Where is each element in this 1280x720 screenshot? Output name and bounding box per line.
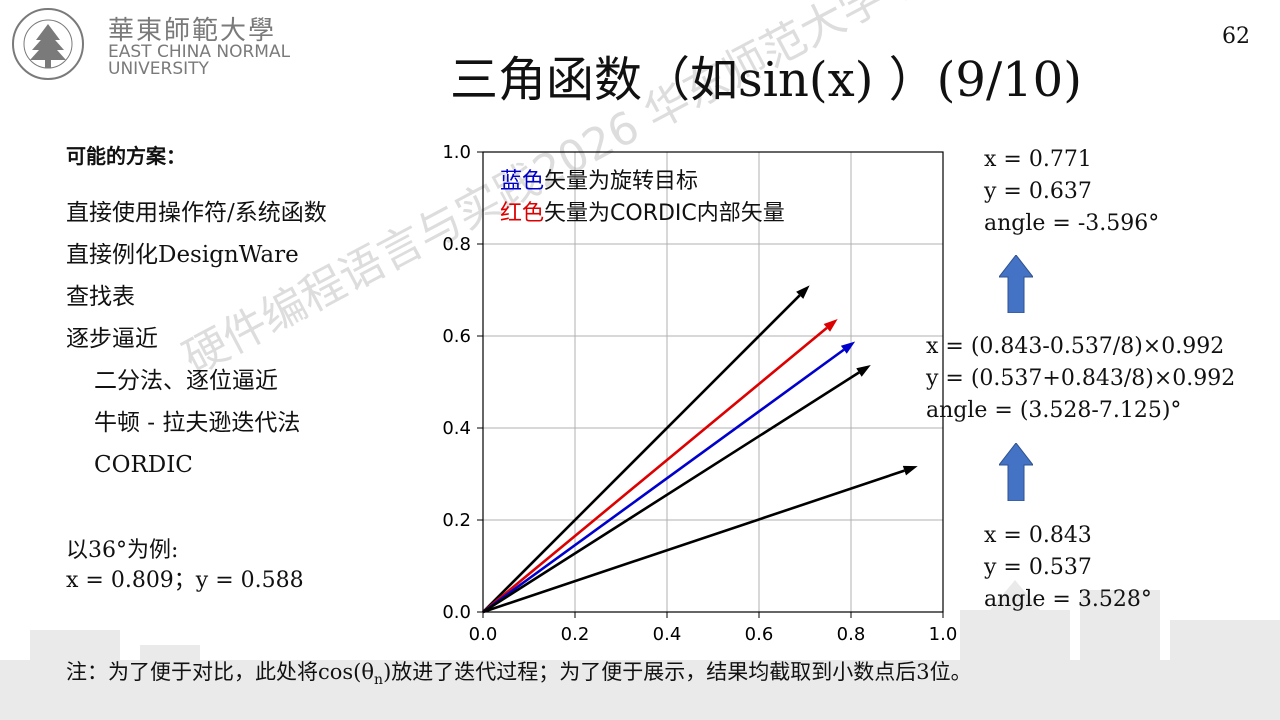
example-coordinates: x = 0.809；y = 0.588 xyxy=(66,568,304,593)
step-initial-bottom: x = 0.843 y = 0.537 angle = 3.528° xyxy=(984,520,1152,616)
university-logo: 華東師範大學 EAST CHINA NORMAL UNIVERSITY xyxy=(10,6,300,80)
method-subitem: 二分法、逐位逼近 xyxy=(94,368,278,394)
vector-line xyxy=(482,326,828,614)
x-tick-label: 0.2 xyxy=(561,624,590,645)
y-tick-label: 0.6 xyxy=(442,326,471,347)
step-mid-y: y = (0.537+0.843/8)×0.992 xyxy=(926,366,1236,391)
step-result-top: x = 0.771 y = 0.637 angle = -3.596° xyxy=(984,144,1159,240)
method-subitem: 牛顿 - 拉夫逊迭代法 xyxy=(94,410,301,436)
footnote-part2: )放进了迭代过程；为了便于展示，结果均截取到小数点后3位。 xyxy=(383,660,972,684)
vector-line xyxy=(482,294,801,613)
vector-line xyxy=(482,469,905,614)
x-tick-label: 0.0 xyxy=(469,624,498,645)
up-arrow-icon xyxy=(999,255,1033,313)
y-tick-label: 1.0 xyxy=(442,142,471,163)
up-arrow-icon xyxy=(999,443,1033,501)
university-seal-icon xyxy=(12,8,84,80)
step-top-x: x = 0.771 xyxy=(984,147,1092,172)
step-bot-y: y = 0.537 xyxy=(984,555,1092,580)
step-formula-middle: x = (0.843-0.537/8)×0.992 y = (0.537+0.8… xyxy=(926,331,1235,427)
step-top-angle: angle = -3.596° xyxy=(984,211,1160,236)
method-item: 逐步逼近 xyxy=(66,326,158,352)
y-tick-label: 0.8 xyxy=(442,234,471,255)
footnote: 注：为了便于对比，此处将cos(θn)放进了迭代过程；为了便于展示，结果均截取到… xyxy=(66,656,972,688)
x-tick-label: 0.8 xyxy=(837,624,866,645)
vector-arrowhead xyxy=(856,364,871,377)
page-number: 62 xyxy=(1222,24,1250,49)
logo-chinese-name: 華東師範大學 xyxy=(108,16,277,46)
vector-arrowhead xyxy=(902,465,918,476)
x-tick-label: 0.6 xyxy=(745,624,774,645)
example-angle: 以36°为例: xyxy=(66,538,179,563)
legend-entry: 红色矢量为CORDIC内部矢量 xyxy=(500,201,785,226)
cordic-vector-chart: 0.0 0.2 0.4 0.6 0.8 1.0 0.0 0.2 0.4 0.6 0.8 1.0 蓝色矢量… xyxy=(442,142,958,645)
x-tick-label: 0.4 xyxy=(653,624,682,645)
logo-english-line1: EAST CHINA NORMAL xyxy=(108,42,291,62)
method-item: 直接使用操作符/系统函数 xyxy=(66,200,327,226)
footnote-part1: 注：为了便于对比，此处将cos(θ xyxy=(66,660,375,684)
vector-line xyxy=(482,371,860,614)
slide-title: 三角函数（如sin(x) ）(9/10) xyxy=(450,52,1082,108)
vector-arrowhead xyxy=(823,318,838,332)
step-top-y: y = 0.637 xyxy=(984,179,1092,204)
y-tick-label: 0.0 xyxy=(442,602,471,623)
logo-english-name: EAST CHINA NORMAL UNIVERSITY xyxy=(108,44,290,78)
logo-english-line2: UNIVERSITY xyxy=(108,59,209,79)
method-subitem: CORDIC xyxy=(94,452,193,478)
legend-entry: 蓝色矢量为旋转目标 xyxy=(500,169,698,194)
y-tick-label: 0.4 xyxy=(442,418,471,439)
footnote-subscript: n xyxy=(374,672,384,689)
step-mid-angle: angle = (3.528-7.125)° xyxy=(926,398,1182,423)
step-mid-x: x = (0.843-0.537/8)×0.992 xyxy=(926,334,1225,359)
vector-arrowhead xyxy=(840,341,856,354)
x-tick-label: 1.0 xyxy=(929,624,958,645)
step-bot-x: x = 0.843 xyxy=(984,523,1092,548)
plot-frame xyxy=(482,151,944,613)
vector-line xyxy=(482,348,845,614)
method-item: 查找表 xyxy=(66,284,135,310)
method-list: 可能的方案： 直接使用操作符/系统函数 直接例化DesignWare 查找表 逐… xyxy=(66,140,446,491)
method-item: 直接例化DesignWare xyxy=(66,242,299,268)
y-tick-label: 0.2 xyxy=(442,510,471,531)
step-bot-angle: angle = 3.528° xyxy=(984,587,1152,612)
method-list-heading: 可能的方案： xyxy=(66,144,186,168)
example-values: 以36°为例: x = 0.809；y = 0.588 xyxy=(66,536,304,596)
vector-arrowhead xyxy=(796,285,810,299)
